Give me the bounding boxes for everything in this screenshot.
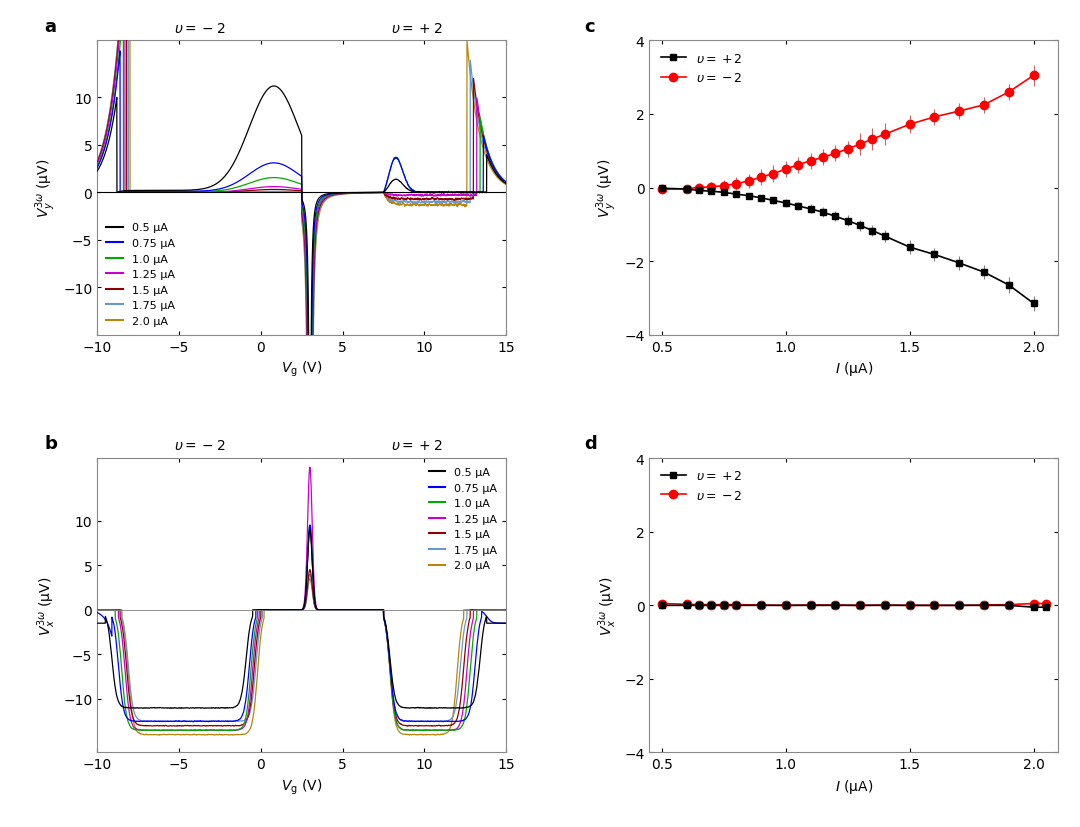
Legend: 0.5 μA, 0.75 μA, 1.0 μA, 1.25 μA, 1.5 μA, 1.75 μA, 2.0 μA: 0.5 μA, 0.75 μA, 1.0 μA, 1.25 μA, 1.5 μA… [103,220,178,330]
X-axis label: $V_{\mathrm{g}}$ (V): $V_{\mathrm{g}}$ (V) [281,777,323,796]
Y-axis label: $V_x^{3\omega}$ (μV): $V_x^{3\omega}$ (μV) [35,576,57,635]
Text: a: a [44,17,56,36]
Y-axis label: $V_y^{3\omega}$ (μV): $V_y^{3\omega}$ (μV) [594,159,619,218]
Y-axis label: $V_x^{3\omega}$ (μV): $V_x^{3\omega}$ (μV) [596,576,619,635]
Text: $\upsilon = +2$: $\upsilon = +2$ [391,439,442,453]
Text: $\upsilon = +2$: $\upsilon = +2$ [391,22,442,36]
Text: $\upsilon = -2$: $\upsilon = -2$ [174,22,226,36]
X-axis label: $I$ (μA): $I$ (μA) [835,360,873,378]
Text: c: c [584,17,595,36]
Text: d: d [584,435,596,453]
Text: $\upsilon = -2$: $\upsilon = -2$ [174,439,226,453]
X-axis label: $I$ (μA): $I$ (μA) [835,777,873,795]
Legend: $\upsilon = +2$, $\upsilon = -2$: $\upsilon = +2$, $\upsilon = -2$ [656,465,747,507]
Y-axis label: $V_y^{3\omega}$ (μV): $V_y^{3\omega}$ (μV) [33,159,57,218]
X-axis label: $V_{\mathrm{g}}$ (V): $V_{\mathrm{g}}$ (V) [281,360,323,379]
Legend: 0.5 μA, 0.75 μA, 1.0 μA, 1.25 μA, 1.5 μA, 1.75 μA, 2.0 μA: 0.5 μA, 0.75 μA, 1.0 μA, 1.25 μA, 1.5 μA… [426,464,501,574]
Legend: $\upsilon = +2$, $\upsilon = -2$: $\upsilon = +2$, $\upsilon = -2$ [656,48,747,90]
Text: b: b [44,435,57,453]
